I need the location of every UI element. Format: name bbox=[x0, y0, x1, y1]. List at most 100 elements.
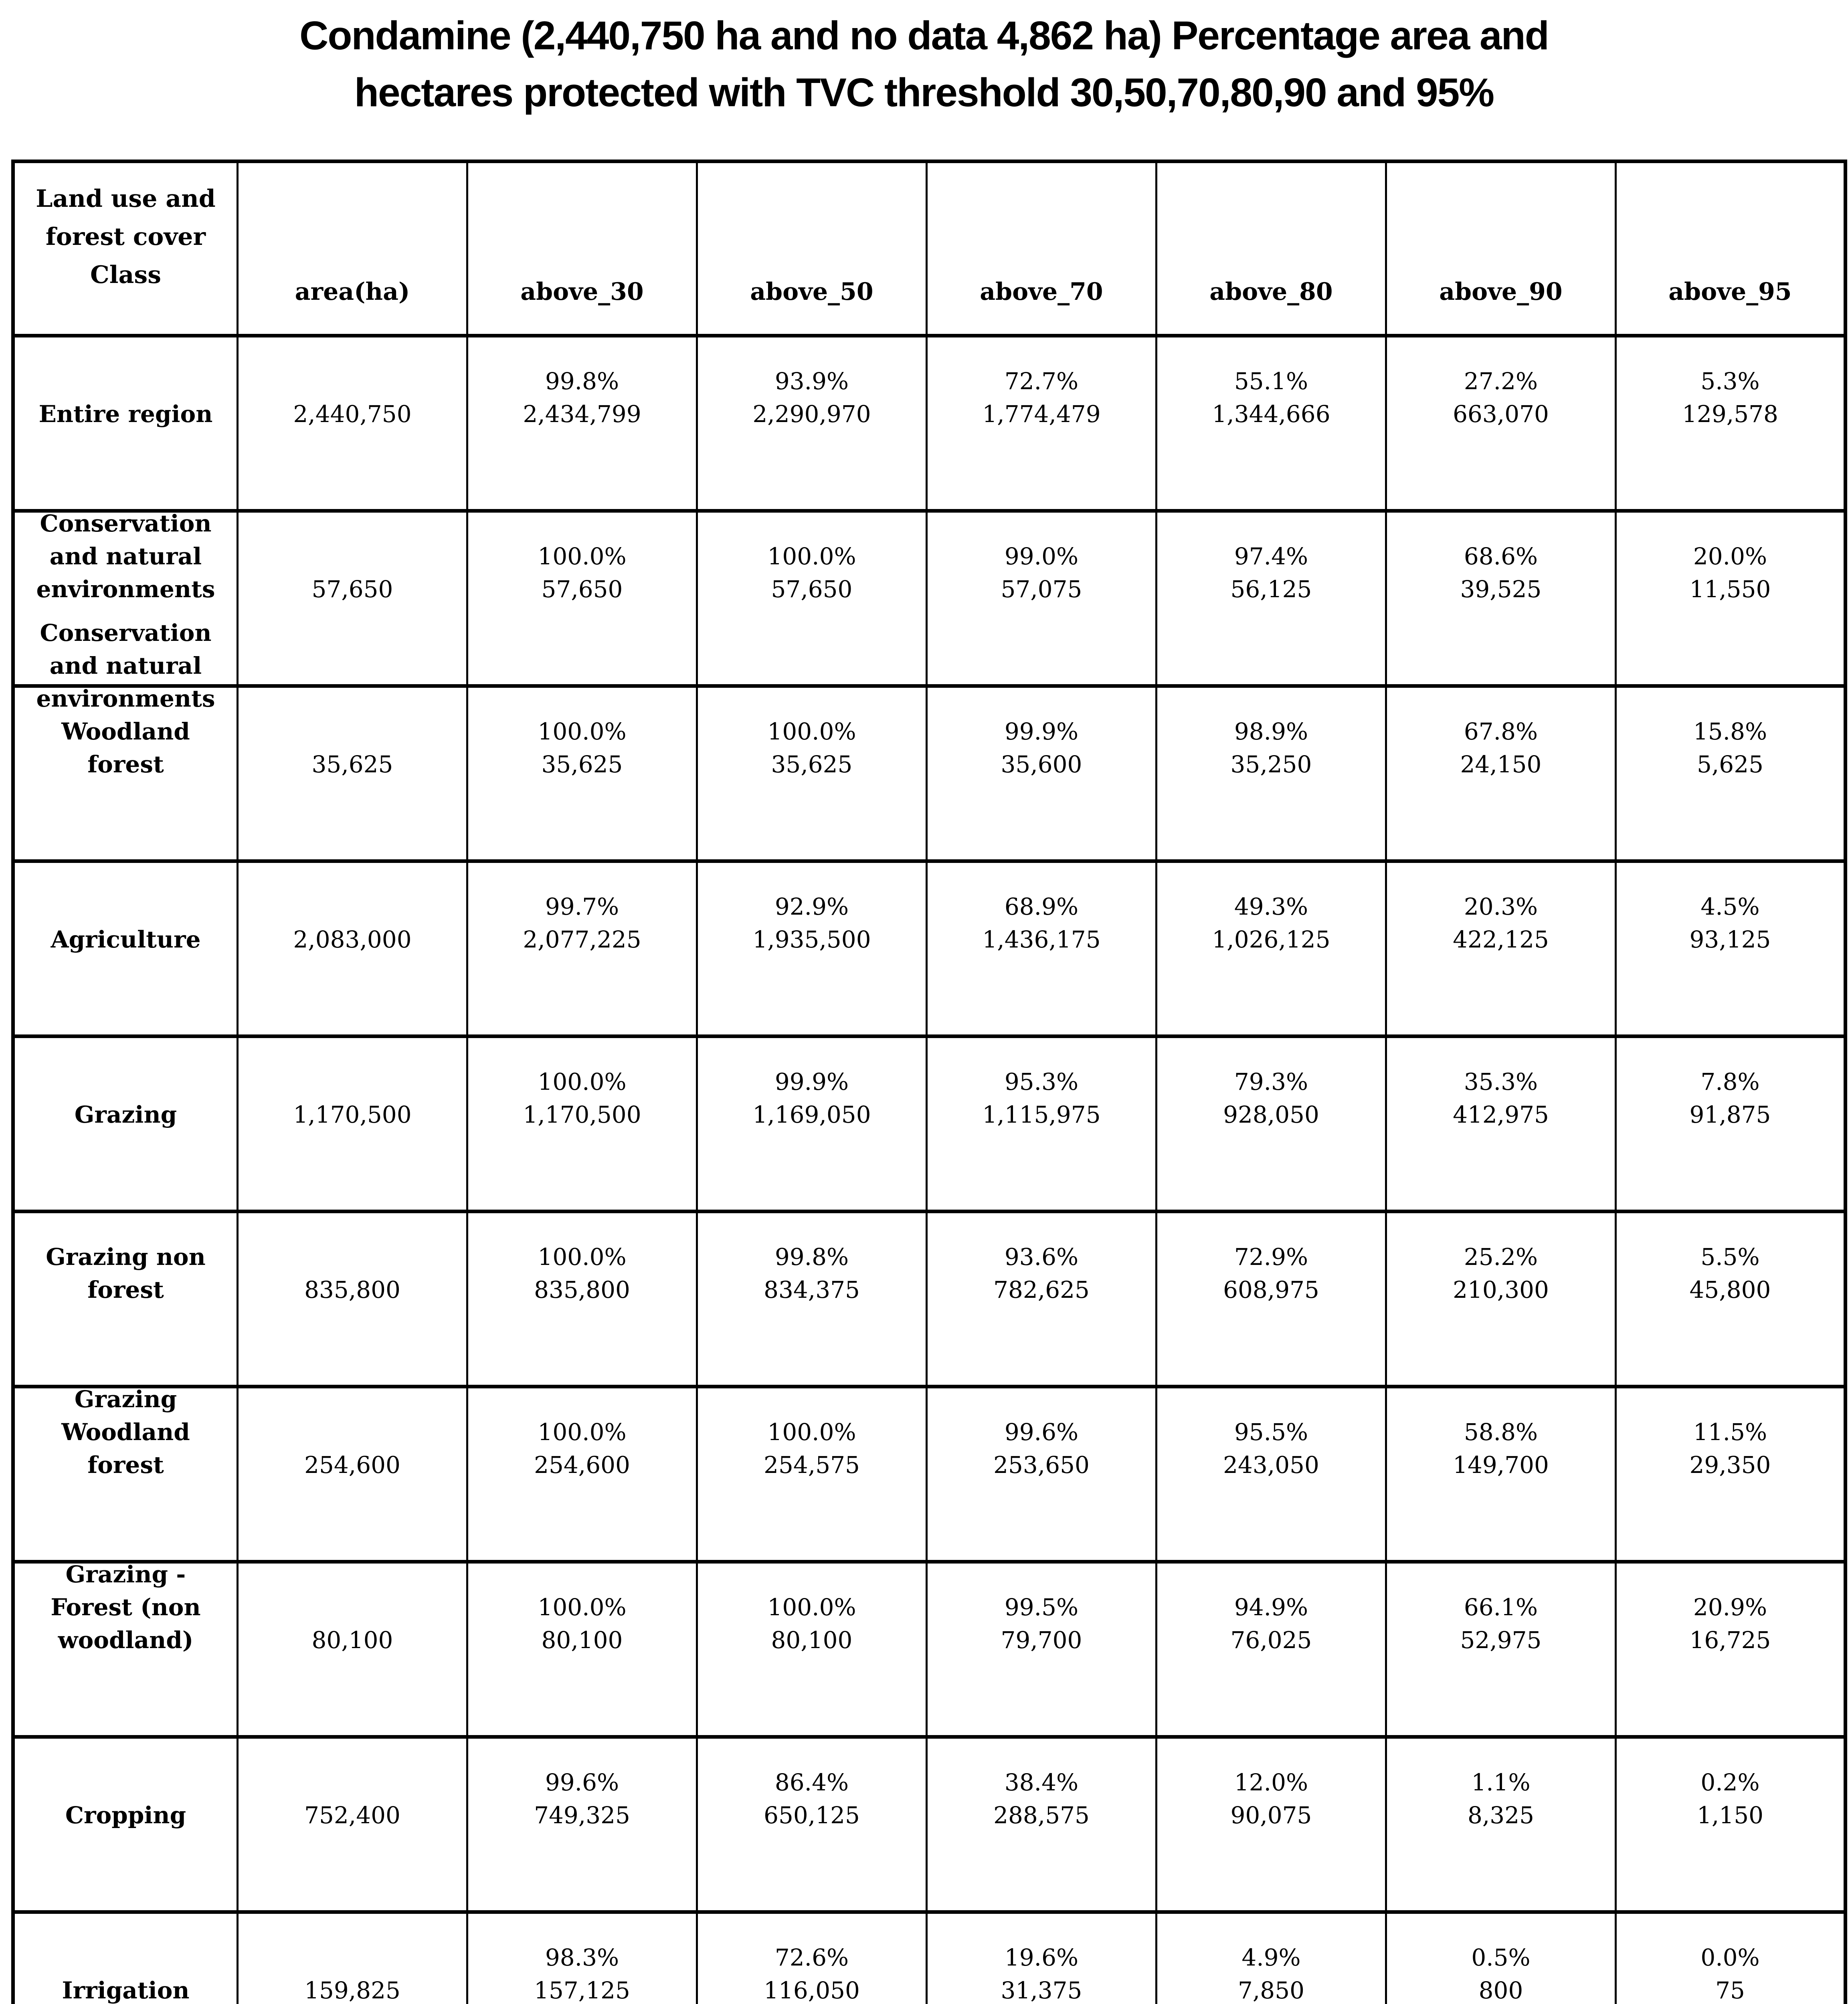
percent-value: 99.6% bbox=[545, 1769, 619, 1796]
area-ha-value: 752,400 bbox=[304, 1802, 400, 1829]
threshold-cell-values: 99.9% 1,169,050 bbox=[700, 1065, 923, 1131]
hectares-value: 57,650 bbox=[541, 576, 623, 603]
area-ha-value: 57,650 bbox=[311, 576, 393, 603]
threshold-cell-values: 99.6% 253,650 bbox=[930, 1416, 1153, 1481]
hectares-value: 749,325 bbox=[534, 1802, 630, 1829]
hectares-value: 129,578 bbox=[1682, 400, 1778, 428]
percent-value: 72.6% bbox=[774, 1944, 849, 1971]
threshold-cell-values: 95.5% 243,050 bbox=[1160, 1416, 1383, 1481]
row-label: Cropping bbox=[65, 1802, 186, 1829]
threshold-cell-values: 27.2% 663,070 bbox=[1389, 365, 1612, 430]
hectares-value: 75 bbox=[1715, 1977, 1745, 2004]
row-label-cell: Grazing - Forest (non woodland) bbox=[12, 1560, 239, 1739]
threshold-cell-values: 99.5% 79,700 bbox=[930, 1591, 1153, 1657]
area-ha-cell: 1,170,500 bbox=[237, 1034, 468, 1213]
threshold-cell: 38.4% 288,575 bbox=[926, 1735, 1157, 1914]
percent-value: 79.3% bbox=[1234, 1068, 1308, 1095]
table-row: Cropping 752,400 99.6% 749,325 86.4% 650,125 3… bbox=[12, 1735, 1846, 1914]
hectares-value: 834,375 bbox=[764, 1276, 860, 1303]
table-row: Grazing - Forest (non woodland) 80,100 100… bbox=[12, 1560, 1846, 1739]
threshold-cell: 20.3% 422,125 bbox=[1385, 859, 1617, 1038]
threshold-cell: 20.0% 11,550 bbox=[1615, 509, 1846, 688]
percent-value: 4.9% bbox=[1241, 1944, 1301, 1971]
row-label: Conservation and natural environments Wo… bbox=[36, 619, 215, 778]
hectares-value: 35,250 bbox=[1230, 751, 1312, 778]
threshold-cell-values: 86.4% 650,125 bbox=[700, 1766, 923, 1832]
hectares-value: 254,575 bbox=[764, 1451, 860, 1479]
threshold-cell-values: 49.3% 1,026,125 bbox=[1160, 890, 1383, 956]
threshold-cell: 12.0% 90,075 bbox=[1155, 1735, 1387, 1914]
percent-value: 58.8% bbox=[1464, 1418, 1538, 1446]
row-label: Irrigation bbox=[62, 1977, 190, 2004]
hectares-value: 5,625 bbox=[1696, 751, 1764, 778]
hectares-value: 157,125 bbox=[534, 1977, 630, 2004]
table-row: Grazing Woodland forest 254,600 100.0% 254,… bbox=[12, 1385, 1846, 1564]
header-above-70: above_70 bbox=[926, 160, 1157, 337]
threshold-cell: 93.9% 2,290,970 bbox=[696, 334, 928, 513]
hectares-value: 11,550 bbox=[1689, 576, 1771, 603]
row-label-cell: Grazing bbox=[12, 1034, 239, 1213]
percent-value: 19.6% bbox=[1004, 1944, 1079, 1971]
threshold-cell: 95.5% 243,050 bbox=[1155, 1385, 1387, 1564]
threshold-cell: 67.8% 24,150 bbox=[1385, 684, 1617, 863]
row-label: Grazing bbox=[74, 1101, 177, 1128]
percent-value: 67.8% bbox=[1464, 718, 1538, 745]
hectares-value: 2,077,225 bbox=[523, 926, 641, 953]
threshold-cell: 100.0% 80,100 bbox=[696, 1560, 928, 1739]
threshold-cell-values: 99.0% 57,075 bbox=[930, 540, 1153, 606]
hectares-value: 52,975 bbox=[1460, 1626, 1542, 1654]
threshold-cell: 100.0% 35,625 bbox=[466, 684, 698, 863]
hectares-value: 412,975 bbox=[1453, 1101, 1549, 1128]
hectares-value: 45,800 bbox=[1689, 1276, 1771, 1303]
threshold-cell: 98.9% 35,250 bbox=[1155, 684, 1387, 863]
threshold-cell-values: 20.3% 422,125 bbox=[1389, 890, 1612, 956]
percent-value: 98.9% bbox=[1234, 718, 1308, 745]
hectares-value: 663,070 bbox=[1453, 400, 1549, 428]
area-ha-value: 80,100 bbox=[311, 1626, 393, 1654]
hectares-value: 2,290,970 bbox=[752, 400, 871, 428]
threshold-cell-values: 72.6% 116,050 bbox=[700, 1941, 923, 2004]
tvc-threshold-table: Land use and forest cover Class area(ha)… bbox=[11, 160, 1847, 2004]
hectares-value: 210,300 bbox=[1453, 1276, 1549, 1303]
area-ha-cell: 80,100 bbox=[237, 1560, 468, 1739]
percent-value: 35.3% bbox=[1464, 1068, 1538, 1095]
percent-value: 100.0% bbox=[538, 1418, 627, 1446]
percent-value: 4.5% bbox=[1700, 893, 1760, 920]
threshold-cell-values: 20.9% 16,725 bbox=[1619, 1591, 1841, 1657]
table-row: Agriculture 2,083,000 99.7% 2,077,225 92.9% 1… bbox=[12, 859, 1846, 1038]
threshold-cell-values: 99.7% 2,077,225 bbox=[471, 890, 694, 956]
percent-value: 66.1% bbox=[1464, 1594, 1538, 1621]
percent-value: 20.0% bbox=[1693, 543, 1767, 570]
threshold-cell: 25.2% 210,300 bbox=[1385, 1210, 1617, 1388]
area-ha-value: 2,083,000 bbox=[293, 926, 412, 953]
threshold-cell-values: 1.1% 8,325 bbox=[1389, 1766, 1612, 1832]
table-row: Grazing 1,170,500 100.0% 1,170,500 99.9% 1,16… bbox=[12, 1034, 1846, 1213]
area-ha-cell: 254,600 bbox=[237, 1385, 468, 1564]
table-row: Grazing non forest 835,800 100.0% 835,800 99… bbox=[12, 1210, 1846, 1388]
threshold-cell: 15.8% 5,625 bbox=[1615, 684, 1846, 863]
title-line-1: Condamine (2,440,750 ha and no data 4,86… bbox=[299, 13, 1549, 58]
percent-value: 100.0% bbox=[767, 543, 856, 570]
hectares-value: 835,800 bbox=[534, 1276, 630, 1303]
percent-value: 7.8% bbox=[1700, 1068, 1760, 1095]
header-above-95: above_95 bbox=[1615, 160, 1846, 337]
percent-value: 1.1% bbox=[1471, 1769, 1531, 1796]
percent-value: 99.5% bbox=[1004, 1594, 1079, 1621]
threshold-cell: 94.9% 76,025 bbox=[1155, 1560, 1387, 1739]
threshold-cell: 99.8% 834,375 bbox=[696, 1210, 928, 1388]
hectares-value: 24,150 bbox=[1460, 751, 1542, 778]
threshold-cell-values: 92.9% 1,935,500 bbox=[700, 890, 923, 956]
threshold-cell: 66.1% 52,975 bbox=[1385, 1560, 1617, 1739]
percent-value: 38.4% bbox=[1004, 1769, 1079, 1796]
threshold-cell-values: 98.9% 35,250 bbox=[1160, 715, 1383, 781]
hectares-value: 1,935,500 bbox=[752, 926, 871, 953]
threshold-cell-values: 93.6% 782,625 bbox=[930, 1240, 1153, 1306]
threshold-cell: 27.2% 663,070 bbox=[1385, 334, 1617, 513]
threshold-cell: 100.0% 254,600 bbox=[466, 1385, 698, 1564]
threshold-cell: 99.9% 1,169,050 bbox=[696, 1034, 928, 1213]
hectares-value: 1,115,975 bbox=[982, 1101, 1101, 1128]
threshold-cell-values: 100.0% 1,170,500 bbox=[471, 1065, 694, 1131]
threshold-cell-values: 25.2% 210,300 bbox=[1389, 1240, 1612, 1306]
threshold-cell-values: 35.3% 412,975 bbox=[1389, 1065, 1612, 1131]
percent-value: 72.9% bbox=[1234, 1243, 1308, 1271]
